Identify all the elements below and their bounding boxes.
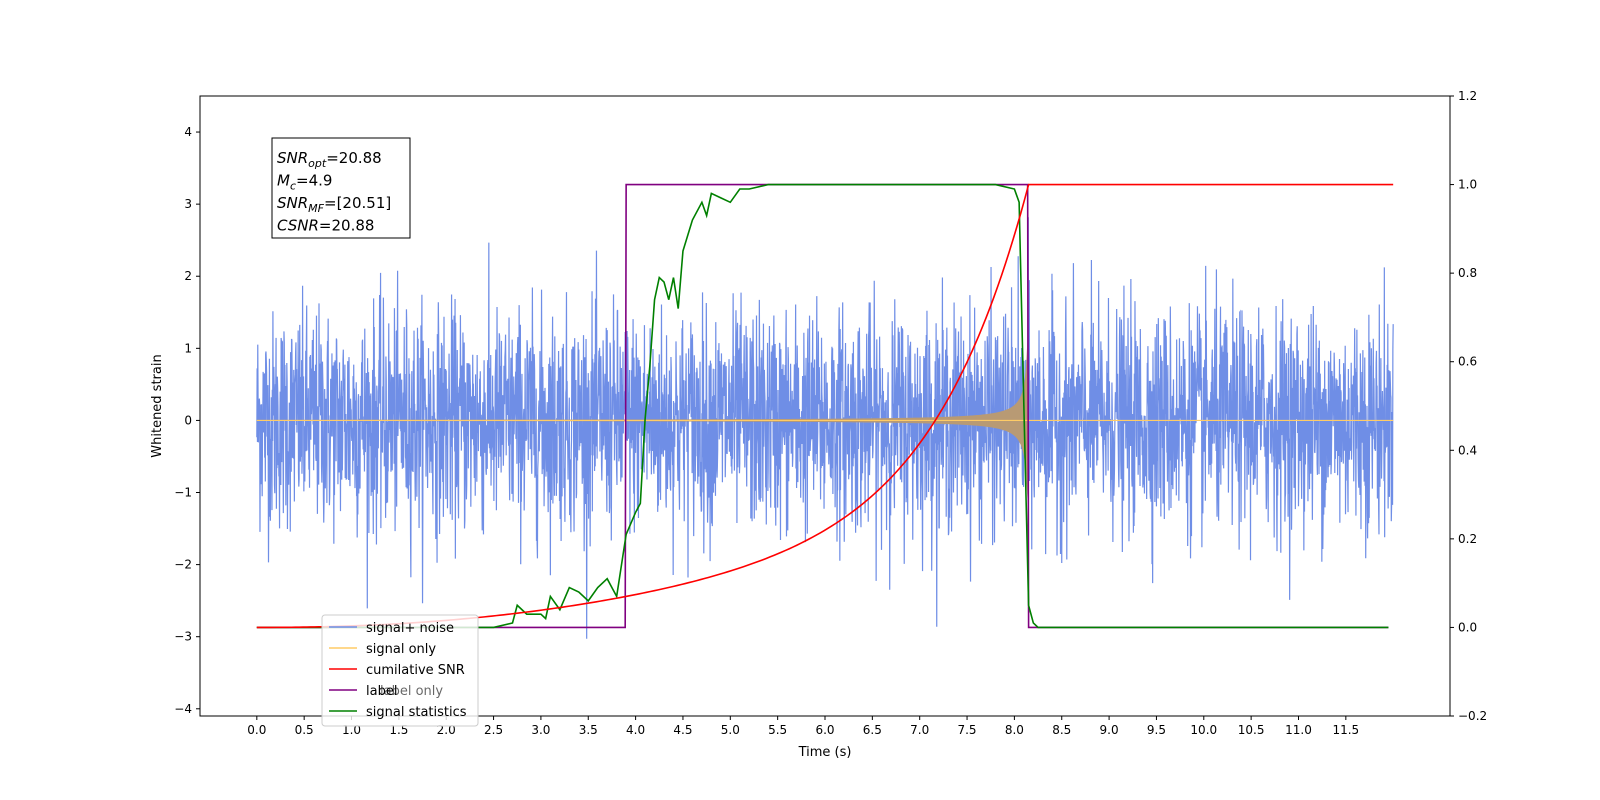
y2-tick-label: −0.2	[1458, 709, 1487, 723]
legend-frame	[321, 614, 479, 727]
y-tick-label: 0	[184, 413, 192, 427]
y-tick-label: 3	[184, 197, 192, 211]
x-tick-label: 11.0	[1285, 723, 1312, 737]
legend-label: signal statistics	[366, 705, 467, 720]
x-tick-label: 10.0	[1190, 723, 1217, 737]
x-tick-label: 5.0	[721, 723, 740, 737]
y-tick-label: −1	[174, 486, 192, 500]
x-tick-label: 3.0	[531, 723, 550, 737]
x-tick-label: 5.5	[768, 723, 787, 737]
y2-tick-label: 0.6	[1458, 355, 1477, 369]
y-tick-label: 4	[184, 125, 192, 139]
x-tick-label: 9.0	[1100, 723, 1119, 737]
x-axis: 0.0 0.5 1.0 1.5 2.0 2.5 3.0 3.5 4.0 4.5 5.0 5.5 6.0 6…	[247, 716, 1359, 737]
legend-label: signal+ noise	[366, 621, 454, 636]
x-tick-label: 4.5	[673, 723, 692, 737]
x-tick-label: 11.5	[1332, 723, 1359, 737]
x-tick-label: 0.0	[247, 723, 266, 737]
x-tick-label: 0.5	[295, 723, 314, 737]
y2-tick-label: 0.8	[1458, 266, 1477, 280]
x-tick-label: 2.5	[484, 723, 503, 737]
x-tick-label: 8.0	[1005, 723, 1024, 737]
x-tick-label: 6.5	[863, 723, 882, 737]
y2-tick-label: 0.0	[1458, 620, 1477, 634]
series-signal-noise	[256, 217, 1394, 639]
legend-label: signal only	[366, 642, 436, 657]
legend-label: cumilative SNR	[366, 663, 465, 678]
data-layer	[256, 183, 1394, 639]
x-tick-label: 7.0	[910, 723, 929, 737]
x-tick-label: 8.5	[1052, 723, 1071, 737]
y-axis-right: 1.2 1.0 0.8 0.6 0.4 0.2 0.0 −0.2	[1450, 89, 1487, 723]
x-tick-label: 10.5	[1238, 723, 1265, 737]
x-tick-label: 9.5	[1147, 723, 1166, 737]
y-tick-label: −3	[174, 630, 192, 644]
y2-tick-label: 0.4	[1458, 443, 1477, 457]
legend: signal+ noise signal only cumilative SNR la…	[321, 614, 479, 727]
x-tick-label: 7.5	[957, 723, 976, 737]
legend-label: label	[366, 684, 397, 699]
y-tick-label: −4	[174, 702, 192, 716]
legend-label-ghost: label only	[380, 684, 443, 699]
annotation-line: SNRopt=20.88	[277, 149, 382, 170]
x-tick-label: 4.0	[626, 723, 645, 737]
x-axis-label: Time (s)	[798, 745, 852, 760]
annotation-line: SNRMF=[20.51]	[277, 194, 391, 215]
annotation-line: Mc=4.9	[277, 172, 332, 193]
y-axis-label: Whitened strain	[150, 354, 165, 457]
x-tick-label: 6.0	[815, 723, 834, 737]
annotation-line: CSNR=20.88	[277, 217, 374, 235]
y-tick-label: 2	[184, 269, 192, 283]
annotation-frame	[271, 137, 411, 239]
x-tick-label: 3.5	[579, 723, 598, 737]
y2-tick-label: 1.2	[1458, 89, 1477, 103]
y-axis-left: 4 3 2 1 0 −1 −2 −3 −4	[174, 125, 200, 716]
y-tick-label: 1	[184, 341, 192, 355]
y-tick-label: −2	[174, 558, 192, 572]
y2-tick-label: 1.0	[1458, 178, 1477, 192]
y2-tick-label: 0.2	[1458, 532, 1477, 546]
